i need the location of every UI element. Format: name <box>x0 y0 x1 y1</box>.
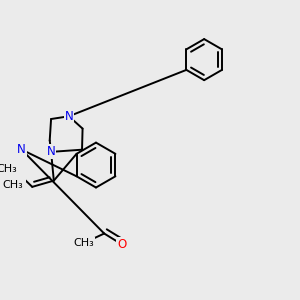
Text: CH₃: CH₃ <box>2 180 23 190</box>
Text: N: N <box>47 146 56 158</box>
Text: N: N <box>17 143 26 156</box>
Text: O: O <box>117 238 127 251</box>
Text: N: N <box>64 110 73 123</box>
Text: CH₃: CH₃ <box>73 238 94 248</box>
Text: CH₃: CH₃ <box>0 164 17 174</box>
